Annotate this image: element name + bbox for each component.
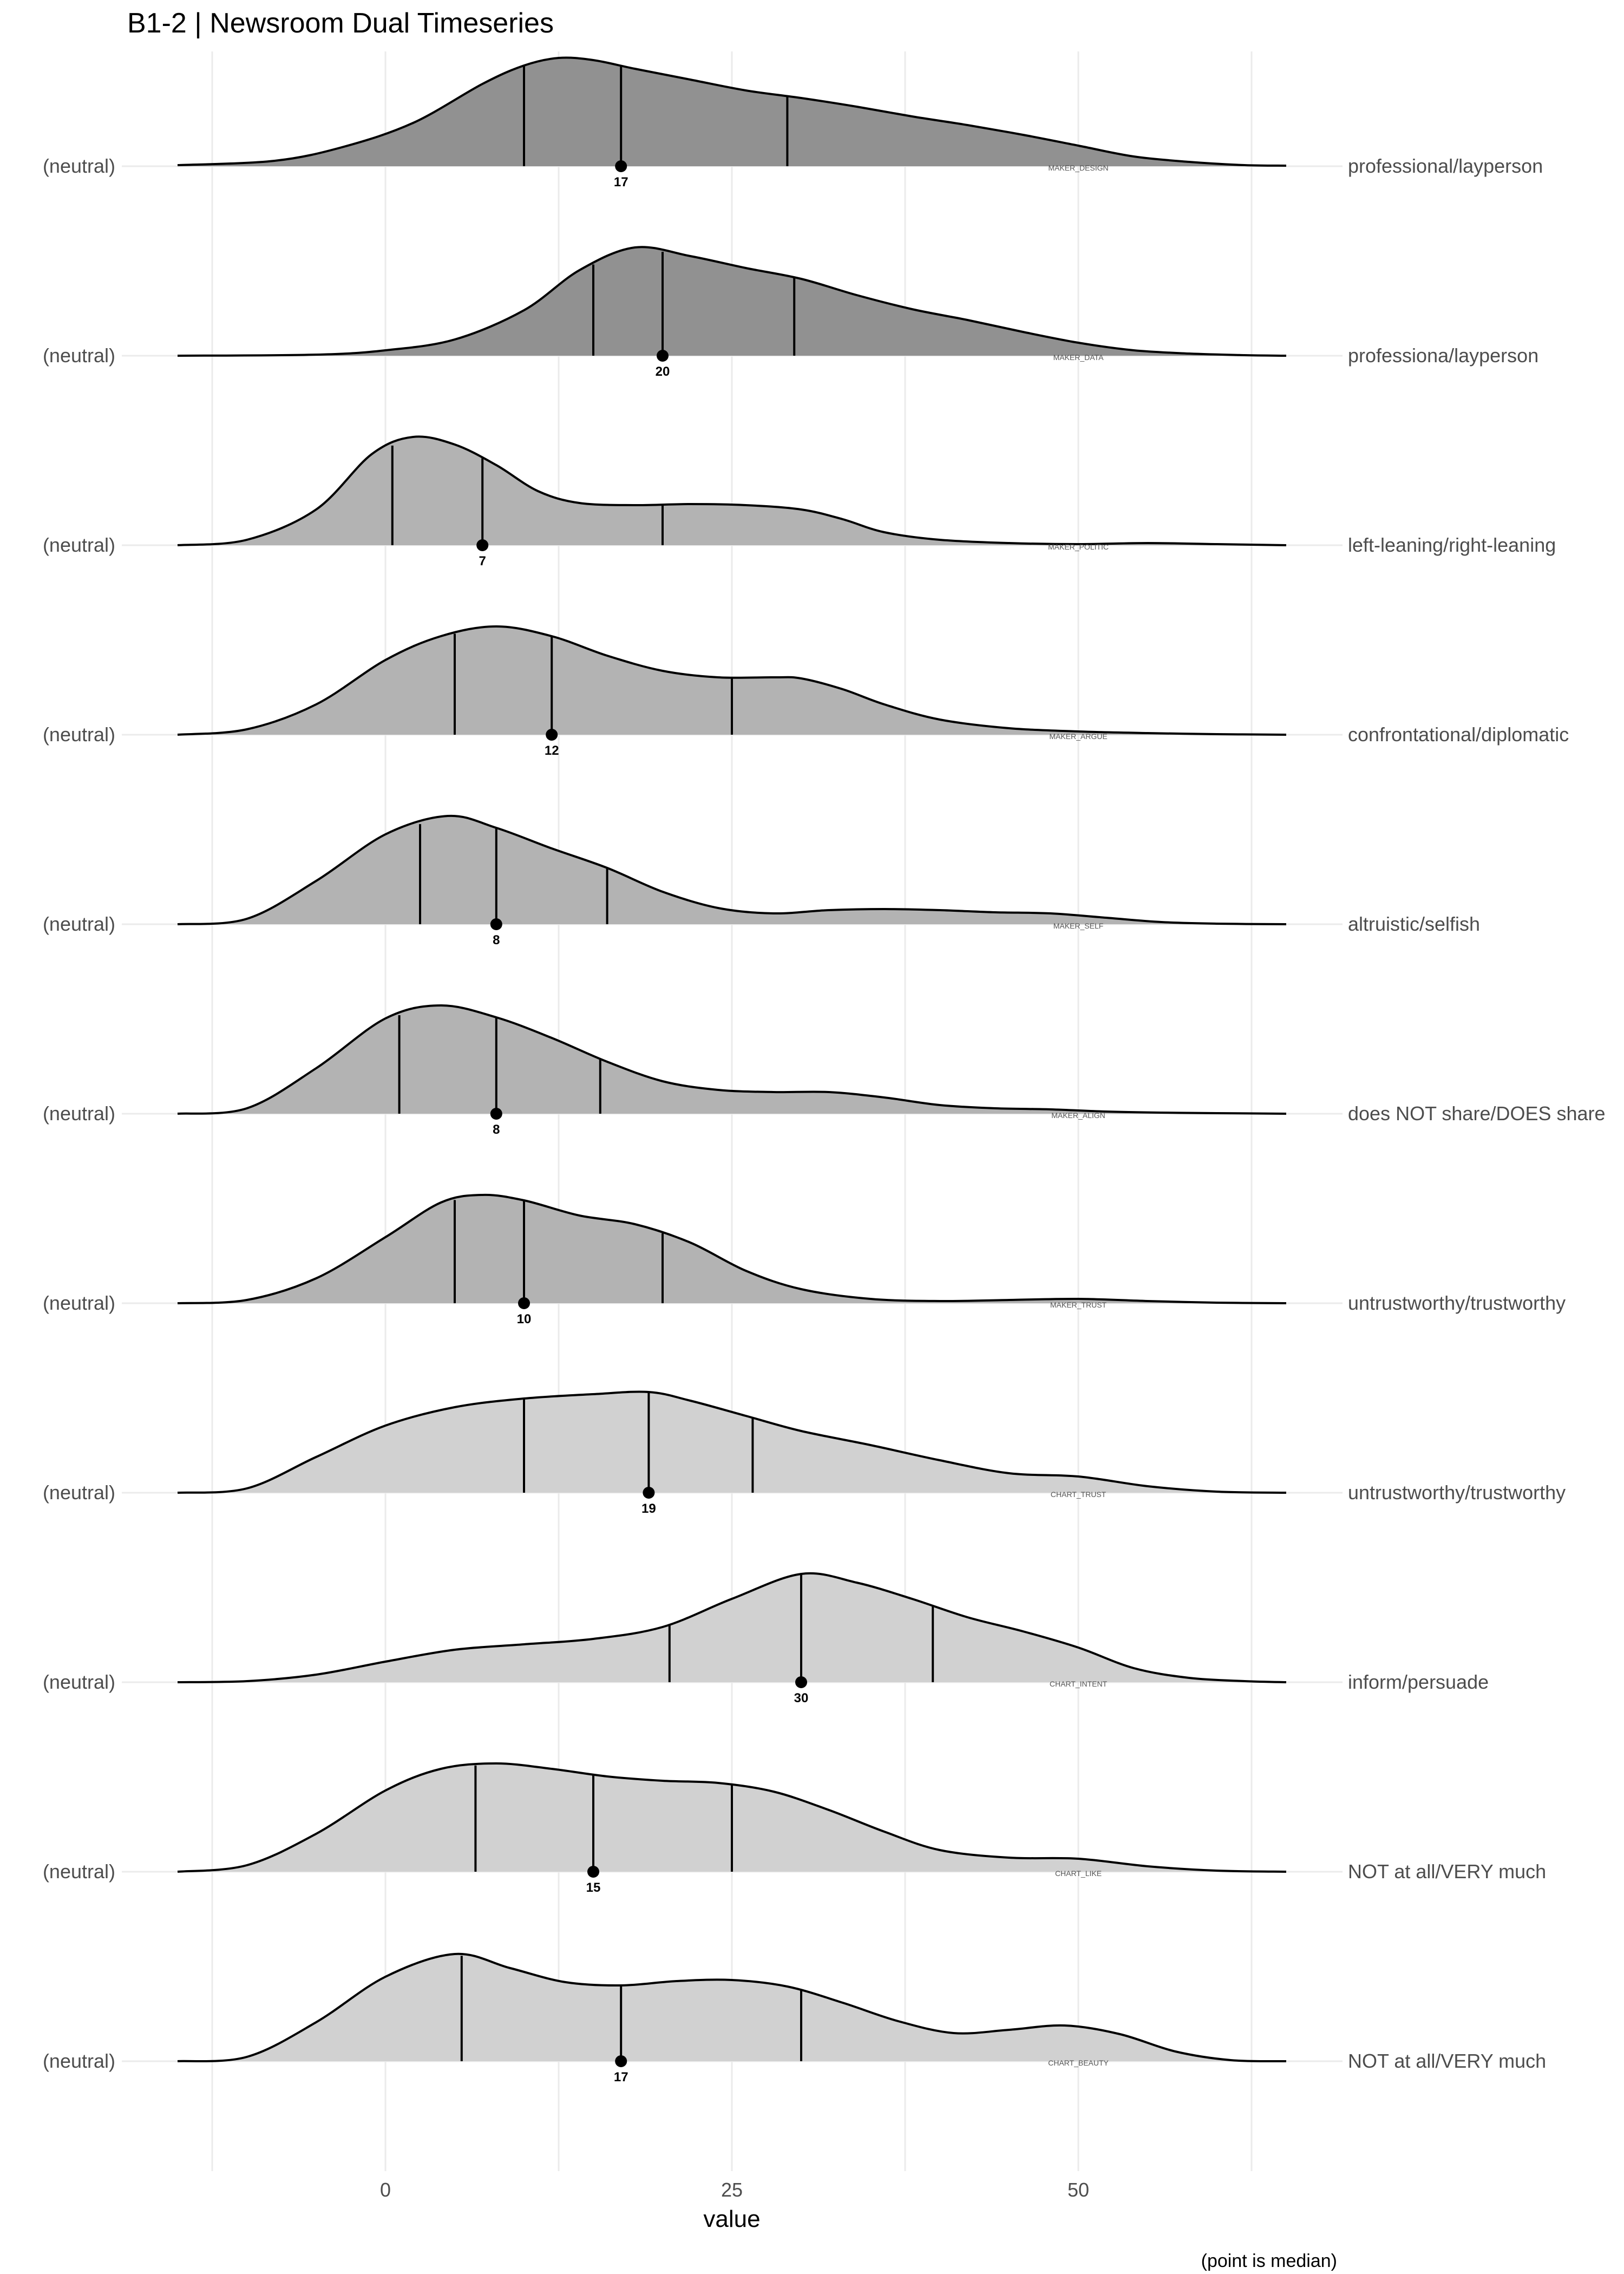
median-point: [490, 918, 502, 930]
ridge-outline: [177, 56, 1287, 167]
ridge-outline: [177, 1762, 1287, 1873]
median-point: [587, 1866, 599, 1878]
median-point: [518, 1297, 530, 1309]
chart-caption: (point is median): [1201, 2251, 1337, 2271]
chart-title: B1-2 | Newsroom Dual Timeseries: [127, 8, 554, 39]
ridge-outline: [177, 1572, 1287, 1683]
right-label: confrontational/diplomatic: [1348, 723, 1569, 746]
x-tick-label: 25: [721, 2179, 743, 2201]
left-label: (neutral): [43, 723, 115, 746]
ridge-maker-data: 20 MAKER_DATA: [177, 246, 1287, 379]
variable-label: CHART_INTENT: [1050, 1680, 1108, 1688]
left-label: (neutral): [43, 344, 115, 367]
ridge-outline: [177, 435, 1287, 546]
left-label: (neutral): [43, 1671, 115, 1693]
ridge-area: [178, 57, 1286, 166]
ridge-outline: [177, 1390, 1287, 1494]
ridge-chart-like: 15 CHART_LIKE: [177, 1762, 1287, 1895]
right-label: left-leaning/right-leaning: [1348, 534, 1556, 556]
median-point: [643, 1487, 655, 1499]
ridge-area: [178, 1005, 1286, 1114]
ridge-maker-design: 17 MAKER_DESIGN: [177, 56, 1287, 190]
median-label: 15: [586, 1880, 601, 1895]
median-label: 17: [614, 175, 628, 190]
ridge-outline: [177, 1193, 1287, 1304]
left-label: (neutral): [43, 1292, 115, 1314]
median-label: 10: [517, 1312, 532, 1327]
ridge-area: [178, 1573, 1286, 1682]
median-label: 17: [614, 2070, 628, 2084]
median-label: 20: [656, 364, 670, 379]
median-point: [490, 1108, 502, 1120]
variable-label: CHART_LIKE: [1055, 1869, 1102, 1878]
variable-label: MAKER_ARGUE: [1049, 732, 1107, 741]
ridges: 17 MAKER_DESIGN 20 MAKER_DATA 7 MAKER_POLITIC…: [177, 56, 1287, 2084]
variable-label: MAKER_ALIGN: [1051, 1111, 1105, 1120]
variable-label: MAKER_SELF: [1053, 922, 1104, 930]
variable-label: CHART_TRUST: [1051, 1490, 1106, 1499]
ridge-outline: [177, 625, 1287, 736]
ridge-outline: [177, 246, 1287, 357]
left-label: (neutral): [43, 155, 115, 177]
right-label: inform/persuade: [1348, 1671, 1489, 1693]
ridge-area: [178, 436, 1286, 545]
right-label: NOT at all/VERY much: [1348, 2050, 1546, 2072]
right-label: professional/layperson: [1348, 155, 1543, 177]
ridge-maker-argue: 12 MAKER_ARGUE: [177, 625, 1287, 758]
left-label: (neutral): [43, 1860, 115, 1883]
ridge-maker-align: 8 MAKER_ALIGN: [177, 1004, 1287, 1137]
ridge-outline: [177, 814, 1287, 925]
x-axis-title: value: [703, 2206, 760, 2232]
ridge-maker-politic: 7 MAKER_POLITIC: [177, 435, 1287, 568]
median-point: [615, 2055, 627, 2067]
left-label: (neutral): [43, 1102, 115, 1125]
variable-label: MAKER_DATA: [1053, 353, 1104, 362]
median-point: [657, 350, 669, 362]
ridge-chart-trust: 19 CHART_TRUST: [177, 1390, 1287, 1516]
left-label: (neutral): [43, 913, 115, 935]
right-label: professiona/layperson: [1348, 344, 1538, 367]
right-label: untrustworthy/trustworthy: [1348, 1481, 1566, 1504]
median-point: [615, 160, 627, 172]
ridge-maker-trust: 10 MAKER_TRUST: [177, 1193, 1287, 1327]
variable-label: MAKER_TRUST: [1050, 1301, 1107, 1309]
median-point: [795, 1676, 807, 1688]
ridge-area: [178, 1953, 1286, 2062]
left-label: (neutral): [43, 1481, 115, 1504]
ridge-chart-intent: 30 CHART_INTENT: [177, 1572, 1287, 1706]
median-point: [476, 539, 489, 551]
median-label: 30: [794, 1691, 809, 1706]
left-label: (neutral): [43, 2050, 115, 2072]
median-label: 12: [545, 743, 559, 758]
row-labels: (neutral) professional/layperson (neutral)…: [43, 155, 1606, 2072]
variable-label: CHART_BEAUTY: [1048, 2059, 1109, 2067]
variable-label: MAKER_POLITIC: [1048, 543, 1109, 551]
right-label: untrustworthy/trustworthy: [1348, 1292, 1566, 1314]
ridge-outline: [177, 1004, 1287, 1115]
median-label: 7: [479, 554, 486, 568]
median-label: 8: [493, 933, 500, 948]
ridge-maker-self: 8 MAKER_SELF: [177, 814, 1287, 948]
median-label: 19: [641, 1501, 656, 1516]
right-label: NOT at all/VERY much: [1348, 1860, 1546, 1883]
x-tick-label: 0: [380, 2179, 391, 2201]
right-label: altruistic/selfish: [1348, 913, 1480, 935]
ridge-area: [178, 247, 1286, 356]
variable-label: MAKER_DESIGN: [1048, 164, 1108, 172]
ridge-area: [178, 815, 1286, 924]
ridge-chart-beauty: 17 CHART_BEAUTY: [177, 1952, 1287, 2084]
x-tick-label: 50: [1068, 2179, 1089, 2201]
left-label: (neutral): [43, 534, 115, 556]
right-label: does NOT share/DOES share: [1348, 1102, 1606, 1125]
ridge-area: [178, 1391, 1286, 1493]
x-axis: 0 25 50: [380, 2179, 1089, 2201]
median-point: [546, 729, 558, 741]
median-label: 8: [493, 1122, 500, 1137]
ridge-outline: [177, 1952, 1287, 2063]
